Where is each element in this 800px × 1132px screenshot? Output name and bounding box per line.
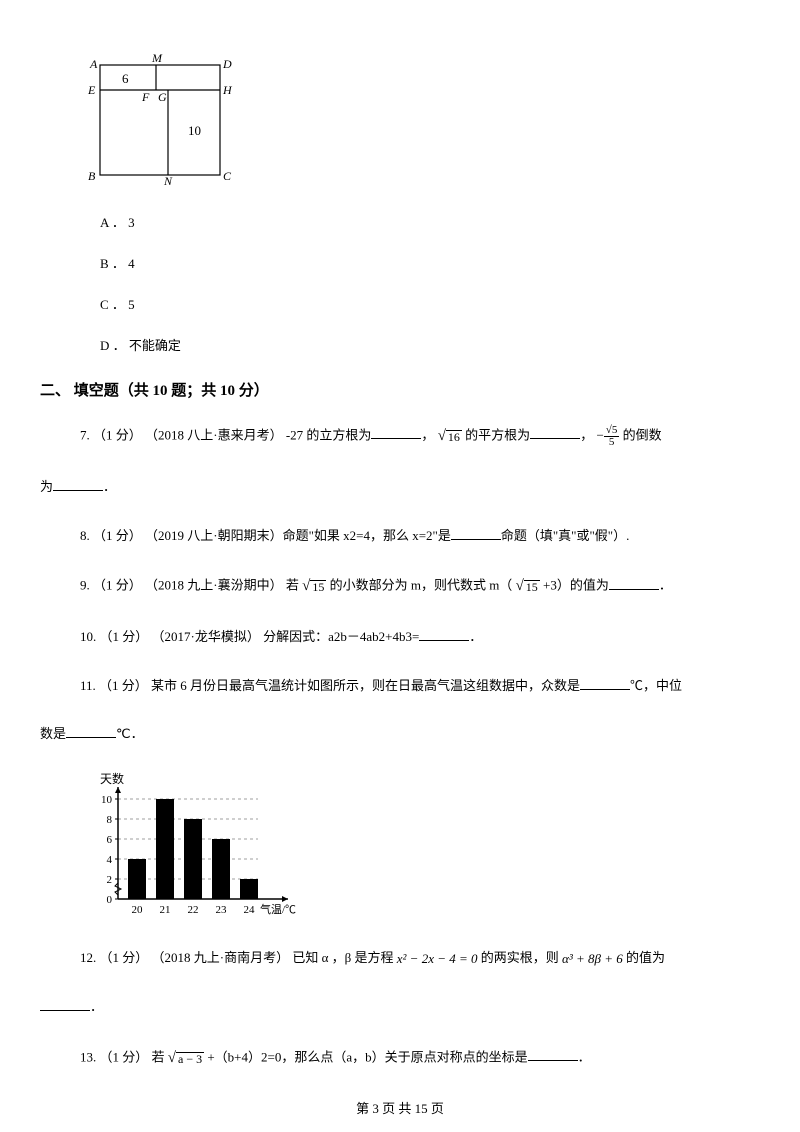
label-c: C <box>223 169 232 183</box>
label-ten: 10 <box>188 123 201 138</box>
sqrt-15a: √15 <box>302 570 326 603</box>
option-c: C ． 5 <box>100 294 760 313</box>
q13-mid: +（b+4）2=0，那么点（a，b）关于原点对称点的坐标是 <box>207 1049 527 1064</box>
geometry-figure: A M D E F G H B N C 6 10 <box>80 50 760 190</box>
q7-m1: ， <box>421 427 434 442</box>
label-g: G <box>158 90 167 104</box>
q11-prefix: 11. （1 分） 某市 6 月份日最高气温统计如图所示，则在日最高气温这组数据… <box>80 678 580 693</box>
q9-blank <box>609 576 659 590</box>
svg-text:10: 10 <box>101 794 113 806</box>
svg-text:23: 23 <box>216 904 228 916</box>
svg-text:2: 2 <box>107 874 113 886</box>
q8-suffix: 命题（填"真"或"假"）. <box>501 528 629 543</box>
q9-prefix: 9. （1 分） （2018 九上·襄汾期中） 若 <box>80 578 302 593</box>
question-12-line2: ． <box>40 993 760 1022</box>
q12-formula2: α³ + 8β + 6 <box>562 945 623 974</box>
q11-blank1 <box>580 676 630 690</box>
svg-text:20: 20 <box>132 904 144 916</box>
label-e: E <box>87 83 96 97</box>
page-footer: 第 3 页 共 15 页 <box>0 1098 800 1117</box>
question-11-line2: 数是℃． <box>40 720 760 749</box>
q10-blank <box>419 627 469 641</box>
q7-blank1 <box>371 425 421 439</box>
q13-prefix: 13. （1 分） 若 <box>80 1049 168 1064</box>
q8-prefix: 8. （1 分） （2019 八上·朝阳期末）命题"如果 x2=4，那么 x=2… <box>80 528 451 543</box>
label-m: M <box>151 51 163 65</box>
q7-m4: 的倒数 <box>623 427 662 442</box>
label-six: 6 <box>122 71 129 86</box>
q7-neg: − <box>596 427 603 442</box>
svg-text:21: 21 <box>160 904 171 916</box>
temperature-chart: 02468102021222324天数气温/℃ <box>80 769 760 924</box>
svg-text:4: 4 <box>107 854 113 866</box>
option-d: D ． 不能确定 <box>100 335 760 354</box>
q12-suffix: 的值为 <box>626 950 665 965</box>
q13-blank <box>528 1047 578 1061</box>
q12-blank <box>40 997 90 1011</box>
svg-text:0: 0 <box>107 894 113 906</box>
svg-text:天数: 天数 <box>100 771 124 786</box>
question-7-line2: 为． <box>40 473 760 502</box>
question-9: 9. （1 分） （2018 九上·襄汾期中） 若 √15 的小数部分为 m，则… <box>80 570 760 603</box>
sqrt-15b: √15 <box>516 570 540 603</box>
q12-formula1: x² − 2x − 4 = 0 <box>397 945 478 974</box>
label-h: H <box>222 83 233 97</box>
svg-text:24: 24 <box>244 904 256 916</box>
option-b: B ． 4 <box>100 253 760 272</box>
label-a: A <box>89 57 98 71</box>
q7-frac: √55 <box>604 425 620 448</box>
question-13: 13. （1 分） 若 √a − 3 +（b+4）2=0，那么点（a，b）关于原… <box>80 1042 760 1075</box>
sqrt-16: √16 <box>438 420 462 453</box>
option-a: A ． 3 <box>100 212 760 231</box>
q7-blank3 <box>53 477 103 491</box>
section-heading: 二、 填空题（共 10 题；共 10 分） <box>40 379 760 400</box>
q9-m2: +3）的值为 <box>543 578 609 593</box>
label-f: F <box>141 90 150 104</box>
q8-blank <box>451 526 501 540</box>
label-d: D <box>222 57 232 71</box>
q12-prefix: 12. （1 分） （2018 九上·商南月考） 已知 α ，β 是方程 <box>80 950 397 965</box>
q7-prefix: 7. （1 分） （2018 八上·惠来月考） -27 的立方根为 <box>80 427 371 442</box>
q7-blank2 <box>530 425 580 439</box>
question-7: 7. （1 分） （2018 八上·惠来月考） -27 的立方根为 ， √16 的… <box>80 420 760 453</box>
question-8: 8. （1 分） （2019 八上·朝阳期末）命题"如果 x2=4，那么 x=2… <box>80 522 760 551</box>
svg-text:6: 6 <box>107 834 113 846</box>
q10-prefix: 10. （1 分） （2017·龙华模拟） 分解因式：a2b－4ab2+4b3= <box>80 629 419 644</box>
sqrt-a3: √a − 3 <box>168 1042 204 1075</box>
question-10: 10. （1 分） （2017·龙华模拟） 分解因式：a2b－4ab2+4b3=… <box>80 623 760 652</box>
q7-m3: ， <box>580 427 593 442</box>
question-11: 11. （1 分） 某市 6 月份日最高气温统计如图所示，则在日最高气温这组数据… <box>80 672 760 701</box>
q11-blank2 <box>66 724 116 738</box>
answer-options: A ． 3 B ． 4 C ． 5 D ． 不能确定 <box>100 212 760 354</box>
q9-m1: 的小数部分为 m，则代数式 m（ <box>330 578 513 593</box>
q7-m2: 的平方根为 <box>465 427 530 442</box>
q12-mid: 的两实根，则 <box>481 950 562 965</box>
question-12: 12. （1 分） （2018 九上·商南月考） 已知 α ，β 是方程 x² … <box>80 944 760 973</box>
svg-text:22: 22 <box>188 904 199 916</box>
label-n: N <box>163 174 173 185</box>
svg-text:气温/℃: 气温/℃ <box>260 902 296 916</box>
svg-text:8: 8 <box>107 814 113 826</box>
q11-mid: ℃，中位 <box>630 678 682 693</box>
label-b: B <box>88 169 96 183</box>
